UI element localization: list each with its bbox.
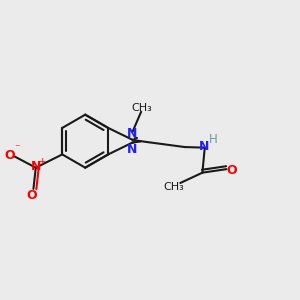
- Text: N: N: [31, 160, 41, 173]
- Text: N: N: [127, 142, 137, 156]
- Text: CH₃: CH₃: [131, 103, 152, 113]
- Text: O: O: [226, 164, 237, 177]
- Text: N: N: [127, 127, 137, 140]
- Text: ⁻: ⁻: [14, 143, 20, 153]
- Text: H: H: [208, 133, 217, 146]
- Text: +: +: [38, 157, 46, 166]
- Text: CH₃: CH₃: [164, 182, 184, 191]
- Text: O: O: [4, 148, 15, 161]
- Text: O: O: [27, 189, 37, 202]
- Text: N: N: [199, 140, 209, 153]
